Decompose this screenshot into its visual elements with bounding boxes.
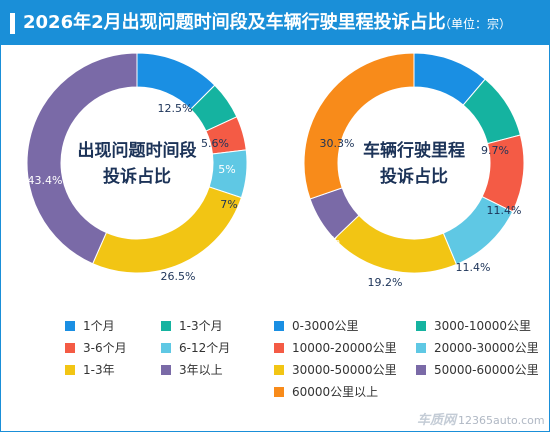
legend-issue-period: 1个月 1-3个月 3-6个月 6-12个月 1-3年 3年以上 bbox=[65, 319, 285, 383]
legend-label: 1个月 bbox=[83, 319, 115, 333]
slice-percent-label: 5.6% bbox=[201, 137, 229, 150]
header-banner: 2026年2月出现问题时间段及车辆行驶里程投诉占比 （单位：宗） bbox=[1, 1, 549, 45]
watermark-brand: 车质网 bbox=[417, 413, 457, 428]
legend-label: 0-3000公里 bbox=[292, 319, 359, 333]
donut-slice bbox=[26, 52, 138, 265]
legend-label: 10000-20000公里 bbox=[292, 341, 397, 355]
legend-swatch bbox=[161, 365, 171, 375]
donut-slice bbox=[303, 52, 415, 200]
legend-label: 3-6个月 bbox=[83, 341, 127, 355]
donut-chart-mileage: 11.2% 9.7% 11.4% 11.4% 19.2% 6.8% 30.3% 车辆行驶里程投… bbox=[303, 52, 525, 289]
legend-swatch bbox=[274, 365, 284, 375]
legend-swatch bbox=[416, 343, 426, 353]
donut-slice bbox=[92, 186, 243, 274]
unit-note: （单位：宗） bbox=[439, 17, 512, 31]
legend-swatch bbox=[274, 321, 284, 331]
legend-label: 1-3年 bbox=[83, 363, 115, 377]
slice-percent-label: 30.3% bbox=[320, 137, 355, 150]
donut-slice bbox=[333, 214, 458, 274]
legend-label: 1-3个月 bbox=[179, 319, 223, 333]
header-accent-bar bbox=[10, 13, 15, 34]
page-title: 2026年2月出现问题时间段及车辆行驶里程投诉占比 bbox=[23, 12, 446, 33]
legend-swatch bbox=[65, 365, 75, 375]
legend-label: 3000-10000公里 bbox=[434, 319, 532, 333]
watermark: 车质网 12365auto.com bbox=[417, 409, 545, 428]
donut-center-title: 投诉占比 bbox=[103, 166, 171, 187]
slice-percent-label: 9.7% bbox=[481, 144, 509, 157]
legend-label: 6-12个月 bbox=[179, 341, 231, 355]
legend-swatch bbox=[416, 321, 426, 331]
legend-label: 50000-60000公里 bbox=[434, 363, 539, 377]
slice-percent-label: 5% bbox=[218, 163, 235, 176]
slice-percent-label: 19.2% bbox=[368, 276, 403, 289]
slice-percent-label: 26.5% bbox=[161, 270, 196, 283]
legend-swatch bbox=[65, 343, 75, 353]
slice-percent-label: 7% bbox=[220, 198, 237, 211]
slice-percent-label: 12.5% bbox=[158, 102, 193, 115]
legend-swatch bbox=[161, 321, 171, 331]
legend-label: 20000-30000公里 bbox=[434, 341, 539, 355]
slice-percent-label: 11.2% bbox=[429, 102, 464, 115]
legend-swatch bbox=[274, 343, 284, 353]
slice-percent-label: 6.8% bbox=[312, 234, 340, 247]
legend-swatch bbox=[161, 343, 171, 353]
legend-swatch bbox=[65, 321, 75, 331]
donut-center-title: 投诉占比 bbox=[380, 166, 448, 187]
legend-mileage: 0-3000公里 3000-10000公里 10000-20000公里 20000-3… bbox=[274, 319, 546, 405]
donut-center-title: 出现问题时间段 bbox=[78, 140, 197, 161]
slice-percent-label: 43.4% bbox=[28, 174, 63, 187]
legend-label: 30000-50000公里 bbox=[292, 363, 397, 377]
slice-percent-label: 11.4% bbox=[487, 204, 522, 217]
legend-label: 60000公里以上 bbox=[292, 385, 379, 399]
legend-swatch bbox=[416, 365, 426, 375]
watermark-site: 12365auto.com bbox=[458, 414, 545, 427]
legend-swatch bbox=[274, 387, 284, 397]
donut-center-title: 车辆行驶里程 bbox=[363, 140, 465, 161]
legend-label: 3年以上 bbox=[179, 363, 223, 377]
slice-percent-label: 11.4% bbox=[456, 261, 491, 274]
